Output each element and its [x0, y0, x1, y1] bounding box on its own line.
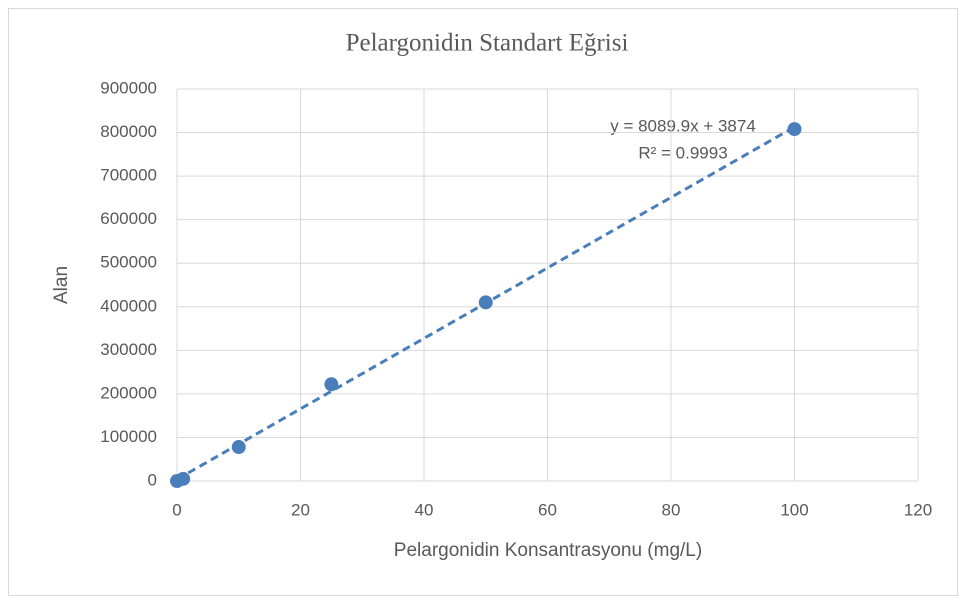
chart-title: Pelargonidin Standart Eğrisi: [346, 30, 629, 57]
x-tick-label: 60: [538, 500, 557, 519]
data-point: [787, 122, 802, 137]
y-tick-label: 0: [148, 470, 157, 489]
trendline-equation: y = 8089.9x + 3874: [610, 116, 756, 135]
y-tick-label: 700000: [100, 166, 157, 185]
x-tick-label: 0: [172, 500, 181, 519]
trendline-r2: R² = 0.9993: [638, 143, 727, 162]
x-tick-label: 120: [904, 500, 932, 519]
y-axis-title: Alan: [51, 266, 72, 304]
data-point: [478, 295, 493, 310]
x-axis-title: Pelargonidin Konsantrasyonu (mg/L): [394, 540, 702, 561]
y-tick-label: 200000: [100, 383, 157, 402]
y-tick-label: 800000: [100, 122, 157, 141]
y-tick-label: 600000: [100, 209, 157, 228]
x-tick-label: 40: [415, 500, 434, 519]
data-point: [324, 377, 339, 392]
y-tick-label: 400000: [100, 296, 157, 315]
y-tick-label: 500000: [100, 253, 157, 272]
y-tick-label: 900000: [100, 78, 157, 97]
y-tick-label: 300000: [100, 340, 157, 359]
data-point: [176, 471, 191, 486]
x-tick-label: 100: [780, 500, 808, 519]
data-point: [231, 440, 246, 455]
x-tick-label: 80: [662, 500, 681, 519]
y-tick-label: 100000: [100, 427, 157, 446]
x-tick-label: 20: [291, 500, 310, 519]
